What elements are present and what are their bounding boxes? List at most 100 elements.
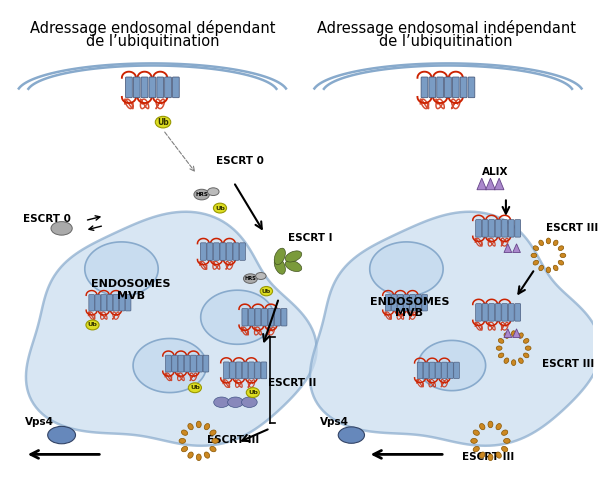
FancyBboxPatch shape [410, 294, 415, 311]
FancyBboxPatch shape [220, 243, 226, 261]
FancyBboxPatch shape [385, 294, 391, 311]
FancyBboxPatch shape [89, 294, 94, 311]
Text: Vps4: Vps4 [25, 416, 54, 426]
FancyBboxPatch shape [482, 219, 488, 237]
FancyBboxPatch shape [422, 294, 427, 311]
FancyBboxPatch shape [226, 243, 232, 261]
Ellipse shape [499, 353, 504, 358]
FancyBboxPatch shape [468, 77, 475, 98]
Ellipse shape [213, 203, 227, 213]
Ellipse shape [531, 253, 537, 258]
Text: ENDOSOMES
MVB: ENDOSOMES MVB [370, 297, 449, 318]
Ellipse shape [496, 452, 502, 458]
Ellipse shape [204, 452, 210, 458]
FancyBboxPatch shape [261, 308, 268, 326]
Ellipse shape [525, 346, 531, 350]
Ellipse shape [285, 251, 302, 262]
FancyBboxPatch shape [261, 362, 267, 379]
Text: Ub: Ub [248, 390, 258, 395]
Ellipse shape [533, 261, 539, 265]
Ellipse shape [210, 446, 216, 452]
Text: de l’ubiquitination: de l’ubiquitination [86, 34, 219, 49]
Ellipse shape [47, 426, 75, 444]
FancyBboxPatch shape [255, 308, 261, 326]
FancyBboxPatch shape [508, 219, 514, 237]
FancyBboxPatch shape [255, 362, 260, 379]
Ellipse shape [181, 430, 188, 435]
PathPatch shape [418, 340, 486, 391]
FancyBboxPatch shape [423, 362, 429, 379]
Ellipse shape [558, 246, 564, 250]
Text: Ub: Ub [157, 118, 169, 127]
Ellipse shape [502, 446, 508, 452]
FancyBboxPatch shape [165, 77, 171, 98]
FancyBboxPatch shape [125, 77, 133, 98]
Ellipse shape [181, 446, 188, 452]
Ellipse shape [255, 272, 266, 280]
Ellipse shape [511, 331, 516, 337]
FancyBboxPatch shape [275, 308, 280, 326]
Ellipse shape [210, 430, 216, 435]
Ellipse shape [533, 246, 539, 250]
FancyBboxPatch shape [201, 243, 206, 261]
Ellipse shape [243, 274, 257, 283]
Text: ESCRT III: ESCRT III [463, 452, 514, 462]
FancyBboxPatch shape [172, 355, 178, 372]
Text: HRS: HRS [195, 192, 208, 197]
FancyBboxPatch shape [113, 294, 119, 311]
Ellipse shape [194, 189, 209, 200]
Ellipse shape [473, 430, 479, 435]
Ellipse shape [519, 358, 523, 363]
Ellipse shape [155, 116, 171, 128]
Ellipse shape [86, 320, 99, 330]
FancyBboxPatch shape [233, 243, 239, 261]
PathPatch shape [26, 212, 317, 446]
Polygon shape [486, 178, 496, 190]
FancyBboxPatch shape [429, 362, 435, 379]
FancyBboxPatch shape [249, 362, 254, 379]
FancyBboxPatch shape [447, 362, 454, 379]
FancyBboxPatch shape [496, 304, 501, 321]
Text: ESCRT III: ESCRT III [207, 435, 260, 445]
FancyBboxPatch shape [149, 77, 156, 98]
Ellipse shape [523, 338, 529, 343]
Ellipse shape [488, 454, 493, 461]
Ellipse shape [188, 452, 193, 458]
Ellipse shape [285, 261, 302, 272]
FancyBboxPatch shape [242, 362, 248, 379]
FancyBboxPatch shape [454, 362, 460, 379]
FancyBboxPatch shape [240, 243, 246, 261]
Ellipse shape [480, 424, 485, 430]
Text: Ub: Ub [215, 206, 225, 211]
FancyBboxPatch shape [421, 77, 428, 98]
FancyBboxPatch shape [173, 77, 179, 98]
Ellipse shape [523, 353, 529, 358]
Ellipse shape [511, 360, 516, 366]
Polygon shape [477, 178, 486, 190]
FancyBboxPatch shape [242, 308, 248, 326]
Ellipse shape [196, 454, 201, 461]
Ellipse shape [539, 265, 544, 271]
Text: ESCRT III: ESCRT III [542, 358, 594, 369]
Text: ENDOSOMES
MVB: ENDOSOMES MVB [91, 280, 171, 301]
Ellipse shape [553, 240, 558, 246]
Ellipse shape [260, 286, 272, 296]
Ellipse shape [503, 438, 510, 443]
FancyBboxPatch shape [444, 77, 451, 98]
Ellipse shape [546, 267, 551, 273]
Ellipse shape [188, 424, 193, 430]
Ellipse shape [473, 446, 479, 452]
FancyBboxPatch shape [268, 308, 274, 326]
Ellipse shape [496, 424, 502, 430]
Text: ESCRT III: ESCRT III [547, 223, 599, 233]
FancyBboxPatch shape [489, 219, 495, 237]
Text: Adressage endosomal dépendant: Adressage endosomal dépendant [30, 20, 275, 36]
Text: HRS: HRS [244, 276, 257, 281]
Ellipse shape [560, 253, 566, 258]
FancyBboxPatch shape [482, 304, 488, 321]
Ellipse shape [227, 397, 243, 407]
FancyBboxPatch shape [141, 77, 148, 98]
Ellipse shape [51, 222, 72, 235]
FancyBboxPatch shape [207, 243, 213, 261]
Ellipse shape [488, 421, 493, 428]
